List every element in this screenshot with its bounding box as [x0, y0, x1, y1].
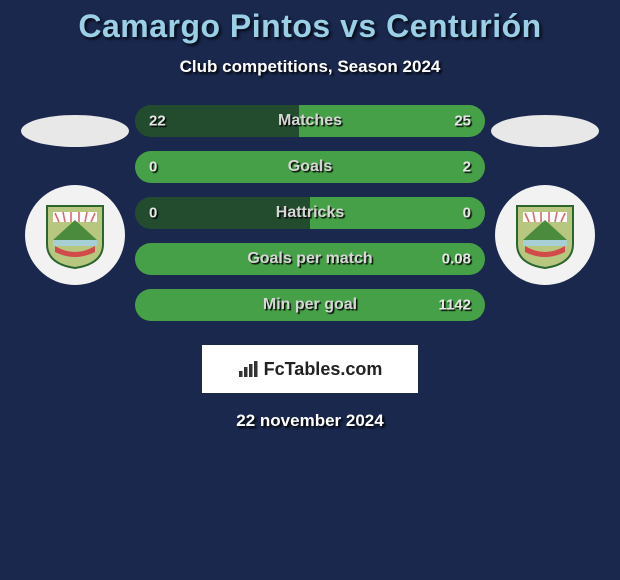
stat-left-value: 0	[149, 205, 157, 222]
stat-bars: 22 25 Matches 0 2 Goals 0 0 Hattricks 0.08 Goals p…	[135, 105, 485, 321]
right-club-badge	[495, 185, 595, 285]
stat-label: Min per goal	[263, 296, 357, 314]
stat-right-value: 1142	[438, 297, 471, 314]
right-player-col	[485, 105, 605, 285]
date-label: 22 november 2024	[0, 411, 620, 431]
club-crest-icon	[513, 200, 577, 270]
stat-bar-row: 0.08 Goals per match	[135, 243, 485, 275]
stat-label: Goals per match	[247, 250, 372, 268]
stat-bar-row: 22 25 Matches	[135, 105, 485, 137]
left-flag-placeholder	[21, 115, 129, 147]
stat-label: Matches	[278, 112, 342, 130]
brand-label: FcTables.com	[264, 359, 383, 380]
bar-chart-icon	[238, 360, 258, 378]
stat-left-value: 22	[149, 113, 166, 130]
page-title: Camargo Pintos vs Centurión	[0, 8, 620, 45]
club-crest-icon	[43, 200, 107, 270]
stat-label: Hattricks	[276, 204, 344, 222]
right-flag-placeholder	[491, 115, 599, 147]
stat-right-value: 25	[454, 113, 471, 130]
left-club-badge	[25, 185, 125, 285]
stat-right-value: 0.08	[442, 251, 471, 268]
stat-bar-row: 0 2 Goals	[135, 151, 485, 183]
brand-box[interactable]: FcTables.com	[202, 345, 418, 393]
stat-left-value: 0	[149, 159, 157, 176]
stat-label: Goals	[288, 158, 332, 176]
subtitle: Club competitions, Season 2024	[0, 57, 620, 77]
left-player-col	[15, 105, 135, 285]
comparison-row: 22 25 Matches 0 2 Goals 0 0 Hattricks 0.08 Goals p…	[0, 105, 620, 321]
stat-bar-row: 0 0 Hattricks	[135, 197, 485, 229]
stat-right-value: 2	[463, 159, 471, 176]
stat-bar-row: 1142 Min per goal	[135, 289, 485, 321]
stat-right-value: 0	[463, 205, 471, 222]
